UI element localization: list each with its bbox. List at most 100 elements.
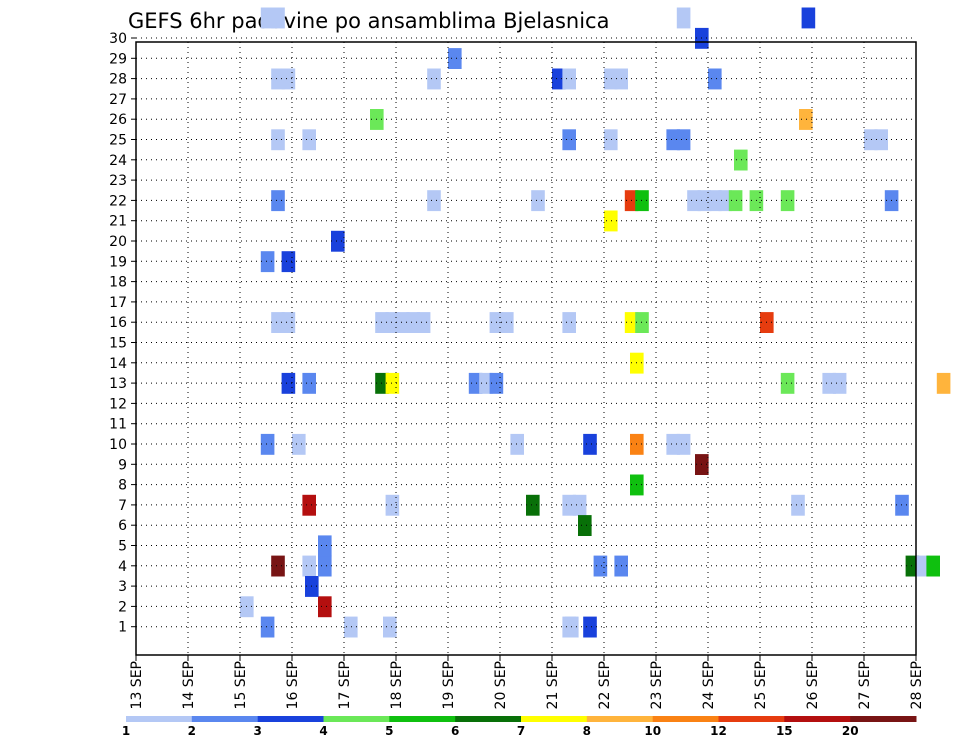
precip-cell-4: [271, 555, 285, 577]
y-tick-label: 20: [109, 234, 127, 250]
precip-cell-100: [448, 48, 462, 69]
colorbar-swatch: [191, 716, 259, 722]
y-axis: 1234567891011121314151617181920212223242…: [109, 31, 136, 636]
precip-cell-13: [562, 494, 576, 516]
precip-cell-78: [271, 7, 285, 29]
precip-cell-81: [383, 616, 397, 638]
grid-lines: [136, 37, 916, 655]
precip-cell-74: [604, 68, 618, 90]
precip-cell-20: [583, 433, 597, 455]
colorbar-swatch: [586, 716, 654, 722]
precip-cell-50: [531, 190, 545, 212]
y-tick-label: 11: [109, 417, 127, 433]
x-tick-label: 28 SEP: [909, 661, 925, 709]
y-tick-label: 19: [109, 254, 127, 270]
precip-cell-73: [562, 68, 576, 90]
x-tick-label: 15 SEP: [233, 661, 249, 709]
x-tick-label: 16 SEP: [285, 661, 301, 709]
precip-cell-99: [799, 109, 813, 130]
y-tick-label: 26: [109, 112, 127, 128]
precip-cell-34: [271, 312, 285, 333]
x-tick-label: 17 SEP: [337, 661, 353, 709]
precip-cell-53: [687, 190, 701, 212]
x-tick-label: 21 SEP: [545, 661, 561, 709]
x-tick-label: 27 SEP: [857, 661, 873, 709]
precip-cell-32: [832, 372, 847, 394]
colorbar-swatch: [850, 716, 917, 722]
precip-cells: [240, 7, 951, 638]
precip-cell-46: [260, 251, 275, 273]
precip-cell-1: [344, 616, 358, 638]
precip-cell-48: [271, 190, 285, 212]
y-tick-label: 1: [118, 620, 127, 636]
x-tick-label: 25 SEP: [753, 661, 769, 709]
y-tick-label: 4: [118, 559, 127, 575]
precip-cell-76: [708, 68, 722, 90]
precip-cell-33: [936, 372, 951, 394]
precip-cell-47: [281, 251, 296, 273]
colorbar-label: 10: [644, 724, 661, 738]
y-tick-label: 23: [109, 173, 127, 189]
precip-cell-67: [864, 129, 878, 151]
precip-cell-84: [318, 596, 332, 618]
precip-cell-6: [593, 555, 608, 577]
colorbar-label: 8: [583, 724, 591, 738]
precip-cell-49: [427, 190, 441, 212]
precip-cell-70: [281, 68, 296, 90]
precip-cell-38: [396, 312, 410, 333]
precip-cell-14: [572, 494, 587, 516]
precip-cell-89: [526, 494, 540, 516]
precip-cell-64: [604, 129, 618, 151]
precip-cell-59: [780, 190, 795, 212]
colorbar-label: 5: [385, 724, 393, 738]
y-tick-label: 2: [118, 599, 127, 615]
y-tick-label: 27: [109, 92, 127, 108]
x-tick-label: 20 SEP: [493, 661, 509, 709]
precip-cell-57: [728, 190, 743, 212]
precip-cell-10: [926, 555, 940, 577]
precip-cell-86: [318, 555, 332, 577]
y-tick-label: 30: [109, 31, 127, 47]
y-tick-label: 6: [118, 518, 127, 534]
x-tick-label: 23 SEP: [649, 661, 665, 709]
precip-cell-69: [271, 68, 285, 90]
x-tick-label: 19 SEP: [441, 661, 457, 709]
precip-cell-17: [260, 433, 275, 455]
precip-cell-35: [281, 312, 296, 333]
y-tick-label: 5: [118, 539, 127, 555]
colorbar-swatch: [784, 716, 851, 722]
precip-cell-88: [578, 515, 592, 536]
precip-cell-26: [385, 372, 400, 394]
y-tick-label: 29: [109, 51, 127, 67]
precip-cell-9: [916, 555, 930, 577]
colorbar-swatch: [521, 716, 588, 722]
precip-cell-22: [676, 433, 691, 455]
colorbar-swatch: [652, 716, 719, 722]
precip-cell-11: [302, 494, 316, 516]
precip-cell-24: [302, 372, 316, 394]
precip-cell-30: [780, 372, 795, 394]
precip-cell-55: [708, 190, 722, 212]
x-axis: 13 SEP 14 SEP 15 SEP 16 SEP 17 SEP 18 SEP 19 S…: [129, 655, 925, 709]
y-tick-label: 17: [109, 295, 127, 311]
precip-cell-5: [302, 555, 316, 577]
precip-cell-79: [676, 7, 691, 29]
plot-frame: [135, 41, 917, 656]
colorbar-swatch: [323, 716, 390, 722]
y-tick-label: 3: [118, 579, 127, 595]
precip-cell-61: [271, 129, 285, 151]
precip-cell-87: [318, 535, 332, 557]
colorbar-swatch: [718, 716, 785, 722]
colorbar-label: 4: [319, 724, 327, 738]
x-tick-label: 14 SEP: [181, 661, 197, 709]
y-tick-label: 28: [109, 72, 127, 88]
precip-cell-71: [427, 68, 441, 90]
precip-cell-63: [562, 129, 576, 151]
y-tick-label: 7: [118, 498, 127, 514]
precip-cell-39: [406, 312, 420, 333]
precip-cell-15: [791, 494, 805, 516]
colorbar-label: 2: [188, 724, 196, 738]
colorbar-swatch: [126, 716, 193, 722]
colorbar: 1 2 3 4 5 6 7 8 10 12 15 20: [122, 716, 917, 738]
